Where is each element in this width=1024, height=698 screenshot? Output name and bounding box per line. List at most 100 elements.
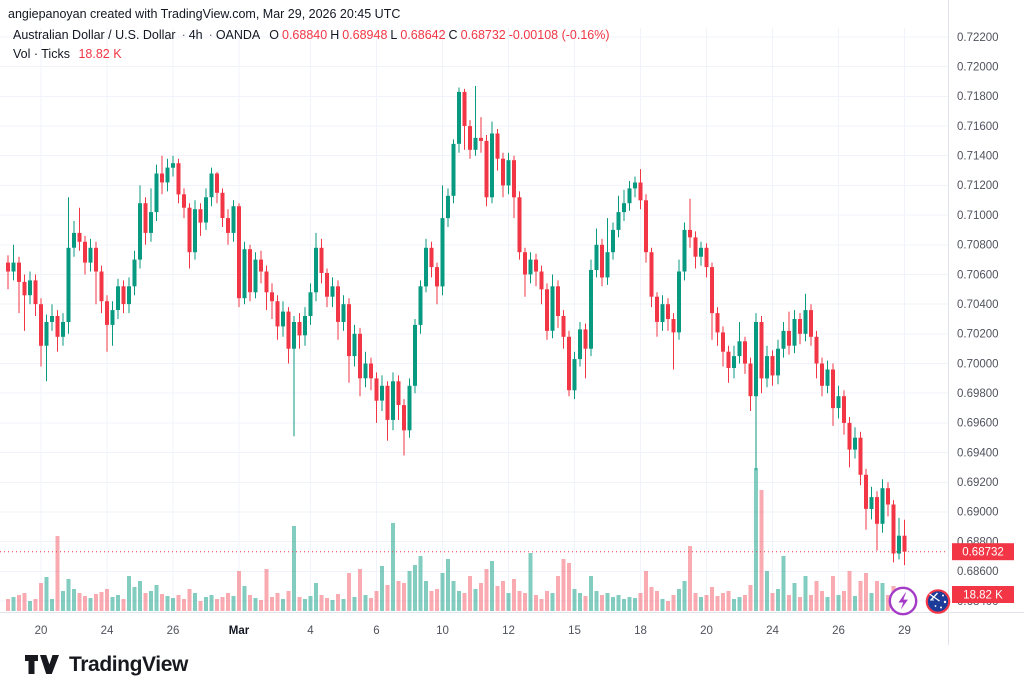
- volume-bar: [539, 599, 544, 611]
- time-axis-label[interactable]: 24: [766, 625, 779, 637]
- candle: [55, 316, 60, 337]
- price-axis-label[interactable]: 0.69000: [957, 507, 999, 519]
- volume-bar: [842, 591, 846, 611]
- candle: [897, 535, 901, 554]
- time-axis-label[interactable]: 26: [167, 625, 180, 637]
- volume-bar: [473, 589, 478, 611]
- candle: [237, 206, 241, 299]
- volume-bar: [721, 593, 725, 611]
- candle: [215, 173, 219, 193]
- symbol-legend[interactable]: Australian Dollar / U.S. Dollar · 4h · OANDA…: [13, 28, 616, 42]
- price-axis-label[interactable]: 0.71000: [957, 210, 999, 222]
- time-axis-label[interactable]: 6: [373, 625, 379, 637]
- volume-bar: [363, 595, 368, 611]
- price-axis-label[interactable]: 0.69400: [957, 447, 999, 459]
- price-axis-label[interactable]: 0.70400: [957, 299, 999, 311]
- volume-bar: [495, 586, 500, 611]
- candle: [281, 311, 285, 327]
- price-axis-label[interactable]: 0.70800: [957, 240, 999, 252]
- candle: [473, 137, 478, 150]
- candle: [748, 363, 753, 397]
- candle: [143, 203, 148, 233]
- time-axis-label[interactable]: 18: [634, 625, 647, 637]
- time-axis-label[interactable]: Mar: [229, 625, 250, 637]
- price-axis-label[interactable]: 0.71200: [957, 180, 999, 192]
- volume-bar: [154, 585, 159, 611]
- candle: [347, 304, 351, 357]
- candle: [176, 163, 181, 195]
- candle: [259, 259, 263, 272]
- price-axis-label[interactable]: 0.72200: [957, 32, 999, 44]
- time-axis-label[interactable]: 26: [832, 625, 845, 637]
- candle: [688, 229, 692, 238]
- price-axis-label[interactable]: 0.72000: [957, 62, 999, 74]
- tradingview-footer[interactable]: TradingView: [24, 651, 188, 678]
- volume-bar: [814, 581, 819, 611]
- volume-bar: [600, 595, 604, 611]
- candle: [743, 341, 747, 364]
- volume-bar: [611, 597, 615, 611]
- volume-bar: [825, 597, 830, 611]
- candle: [83, 241, 87, 263]
- time-axis-label[interactable]: 15: [568, 625, 581, 637]
- candle: [539, 271, 544, 290]
- volume-bar: [358, 569, 362, 611]
- price-axis-label[interactable]: 0.71600: [957, 121, 999, 133]
- candle: [578, 329, 582, 360]
- price-axis-label[interactable]: 0.69800: [957, 388, 999, 400]
- price-axis-label[interactable]: 0.69600: [957, 418, 999, 430]
- volume-bar: [336, 594, 340, 611]
- volume-bar: [187, 589, 192, 611]
- time-axis-label[interactable]: 10: [436, 625, 449, 637]
- volume-bar: [649, 587, 654, 611]
- price-axis-label[interactable]: 0.70600: [957, 269, 999, 281]
- flag-detail: [930, 592, 938, 601]
- candle: [116, 286, 120, 310]
- volume-bar: [110, 597, 115, 611]
- candle: [193, 209, 197, 253]
- volume-bar: [242, 586, 247, 611]
- candle: [710, 267, 714, 314]
- price-axis-label[interactable]: 0.70200: [957, 329, 999, 341]
- legend-separator: ·: [181, 28, 186, 42]
- candle: [561, 316, 566, 337]
- volume-study-label: Vol · Ticks: [13, 47, 70, 61]
- chart-canvas[interactable]: 0.72200 0.72000 0.71800 0.71600 0.71400 0.712…: [0, 0, 1024, 650]
- time-axis-label[interactable]: 12: [502, 625, 515, 637]
- volume-bar: [138, 581, 142, 611]
- price-axis-label[interactable]: 0.68600: [957, 566, 999, 578]
- candle: [248, 249, 252, 293]
- candle: [187, 207, 192, 253]
- candle: [396, 381, 401, 405]
- volume-bar: [457, 591, 461, 611]
- time-axis-label[interactable]: 20: [35, 625, 48, 637]
- volume-bar: [369, 598, 373, 611]
- time-axis-label[interactable]: 4: [307, 625, 314, 637]
- volume-bar: [605, 593, 610, 611]
- candle: [864, 474, 868, 509]
- candle: [363, 363, 368, 379]
- volume-legend[interactable]: Vol · Ticks 18.82 K: [13, 47, 122, 61]
- volume-bar: [468, 576, 472, 611]
- candle: [622, 203, 626, 213]
- candle: [132, 259, 137, 287]
- candle: [17, 262, 21, 282]
- time-axis-label[interactable]: 29: [898, 625, 911, 637]
- price-axis-label[interactable]: 0.69200: [957, 477, 999, 489]
- price-axis-label[interactable]: 0.70000: [957, 358, 999, 370]
- price-axis-label[interactable]: 0.71800: [957, 91, 999, 103]
- time-axis-label[interactable]: 20: [700, 625, 713, 637]
- volume-bar: [869, 593, 874, 611]
- volume-bar: [396, 581, 401, 611]
- volume-bar: [215, 599, 219, 611]
- volume-bar: [160, 594, 164, 611]
- candle: [226, 218, 230, 233]
- candle: [121, 286, 126, 305]
- candle: [462, 91, 467, 126]
- volume-bar: [787, 595, 791, 611]
- volume-bar: [292, 526, 296, 611]
- volume-bar: [99, 592, 104, 611]
- price-axis-label[interactable]: 0.71400: [957, 151, 999, 163]
- time-axis-label[interactable]: 24: [101, 625, 114, 637]
- volume-bar: [429, 591, 434, 611]
